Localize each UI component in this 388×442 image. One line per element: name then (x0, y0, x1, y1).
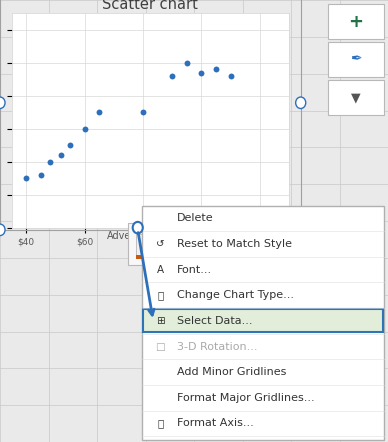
Text: Delete: Delete (177, 213, 214, 223)
Text: ✒: ✒ (350, 53, 362, 67)
Point (169, 72, 175, 80)
Text: Horizontal (Val ▾: Horizontal (Val ▾ (235, 240, 308, 249)
Text: ⊞: ⊞ (156, 316, 165, 326)
Text: 📉: 📉 (157, 419, 163, 428)
Point (198, 69, 204, 76)
Point (96, 109, 102, 116)
Text: Adve: Adve (107, 232, 131, 241)
Text: □: □ (155, 342, 165, 351)
Text: Font...: Font... (177, 265, 213, 274)
Text: ↺: ↺ (156, 239, 165, 249)
Text: Format Major Gridlines...: Format Major Gridlines... (177, 393, 315, 403)
Point (67, 141, 73, 149)
Text: Reset to Match Style: Reset to Match Style (177, 239, 292, 249)
Text: Fill: Fill (141, 229, 152, 238)
Point (47, 158, 53, 165)
Point (184, 59, 190, 66)
Text: Select Data...: Select Data... (177, 316, 253, 326)
Title: Scatter chart: Scatter chart (102, 0, 198, 12)
Text: 3-D Rotation...: 3-D Rotation... (177, 342, 258, 351)
Text: Format Axis...: Format Axis... (177, 419, 254, 428)
Point (38, 171, 44, 179)
Text: +: + (348, 13, 364, 30)
Text: Add Minor Gridlines: Add Minor Gridlines (177, 367, 287, 377)
Text: A: A (157, 265, 164, 274)
Point (227, 72, 234, 80)
Text: ▾: ▾ (196, 236, 200, 245)
Point (58, 152, 64, 159)
Point (81, 125, 88, 132)
Text: ▼: ▼ (351, 91, 361, 104)
Point (213, 66, 219, 73)
Text: ▾: ▾ (159, 236, 163, 245)
Text: Change Chart Type...: Change Chart Type... (177, 290, 294, 300)
Text: 📊: 📊 (157, 290, 163, 300)
Point (23, 175, 29, 182)
Text: Outline: Outline (168, 229, 199, 238)
Point (140, 109, 146, 116)
